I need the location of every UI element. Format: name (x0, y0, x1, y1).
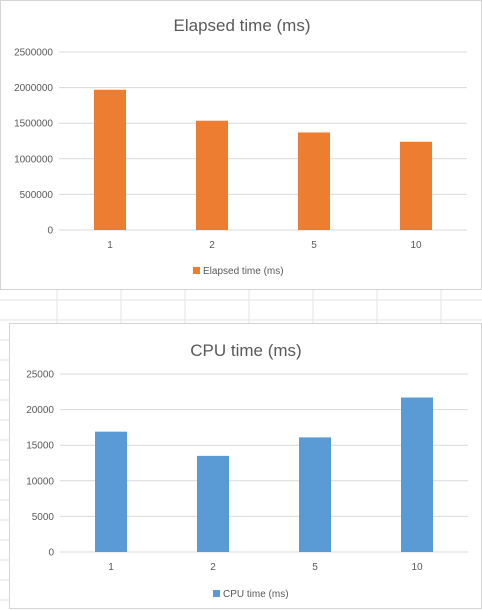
bar (94, 89, 126, 231)
y-tick-label: 2500000 (14, 48, 53, 59)
x-tick-label: 5 (311, 240, 317, 251)
y-tick-label: 0 (47, 226, 53, 237)
x-tick-label: 1 (108, 562, 114, 573)
y-tick-label: 25000 (26, 370, 54, 381)
bar (196, 120, 228, 230)
y-tick-label: 20000 (26, 405, 54, 416)
y-tick-label: 1000000 (14, 154, 53, 165)
bar (298, 132, 330, 230)
cpu-time-plot: CPU time (ms) 0 5000 10000 15000 20000 25000 1… (26, 341, 468, 600)
y-tick-label: 500000 (20, 190, 54, 201)
legend-label: Elapsed time (ms) (203, 266, 284, 277)
elapsed-time-chart[interactable]: Elapsed time (ms) 0 500000 1000000 1500000 2… (0, 0, 482, 290)
x-tick-label: 5 (312, 562, 318, 573)
legend-swatch (193, 267, 200, 274)
x-tick-label: 2 (210, 562, 216, 573)
y-tick-label: 1500000 (14, 119, 53, 130)
bar (299, 437, 331, 552)
y-tick-label: 2000000 (14, 83, 53, 94)
legend-label: CPU time (ms) (223, 589, 289, 600)
y-tick-label: 0 (48, 548, 54, 559)
cpu-time-chart[interactable]: CPU time (ms) 0 5000 10000 15000 20000 25000 1… (9, 323, 482, 609)
y-tick-label: 5000 (32, 512, 55, 523)
elapsed-time-plot: Elapsed time (ms) 0 500000 1000000 1500000 2… (14, 16, 467, 277)
x-tick-label: 10 (410, 240, 422, 251)
x-tick-label: 10 (411, 562, 423, 573)
x-tick-label: 1 (107, 240, 113, 251)
bar (95, 431, 127, 552)
y-tick-label: 10000 (26, 476, 54, 487)
bar (400, 141, 432, 230)
chart-title: CPU time (ms) (190, 341, 301, 360)
y-tick-label: 15000 (26, 441, 54, 452)
bar (401, 397, 433, 552)
chart-title: Elapsed time (ms) (174, 16, 311, 35)
x-tick-label: 2 (209, 240, 215, 251)
legend-swatch (213, 590, 220, 597)
bar (197, 455, 229, 552)
